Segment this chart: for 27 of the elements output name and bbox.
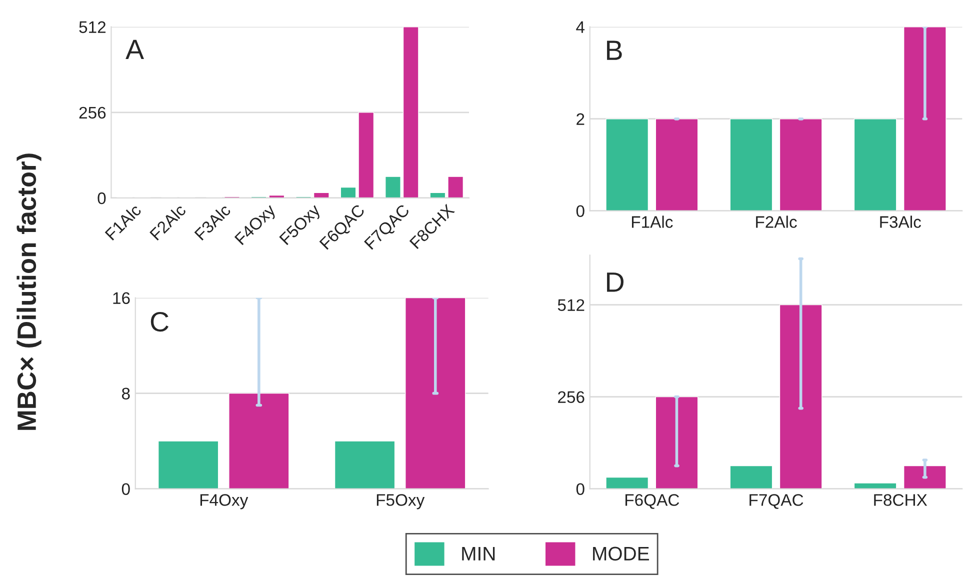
chart-title: D: [607, 272, 624, 292]
legend-label: MODE: [593, 546, 649, 561]
y-tick-label: 0: [576, 483, 584, 496]
y-tick-label: 0: [576, 205, 584, 218]
y-tick-label: 2: [576, 113, 584, 125]
x-tick-label: F8CHX: [874, 494, 928, 506]
x-tick-label: F5Oxy: [376, 494, 425, 510]
y-tick-label: 4: [576, 21, 585, 33]
x-tick-label: F7QAC: [750, 494, 804, 509]
y-tick-label: 256: [558, 391, 584, 404]
y-tick-label: 512: [558, 299, 584, 312]
y-tick-label: 0: [98, 192, 106, 204]
legend-label: MIN: [462, 547, 495, 560]
y-axis-title: MBC× (Dilution factor): [16, 154, 42, 430]
y-tick-label: 16: [113, 292, 130, 304]
chart-title: B: [607, 40, 622, 60]
x-tick-label: F6QAC: [626, 494, 680, 509]
x-tick-label: F2Alc: [756, 216, 797, 228]
y-tick-label: 0: [122, 483, 130, 496]
y-tick-label: 512: [79, 21, 106, 34]
y-tick-label: 256: [79, 106, 106, 119]
x-tick-label: F1Alc: [632, 216, 673, 228]
y-tick-label: 8: [122, 388, 130, 400]
x-tick-label: F4Oxy: [200, 494, 248, 510]
chart-title: A: [126, 40, 144, 59]
x-tick-label: F3Alc: [880, 216, 921, 228]
chart-title: C: [150, 312, 168, 332]
